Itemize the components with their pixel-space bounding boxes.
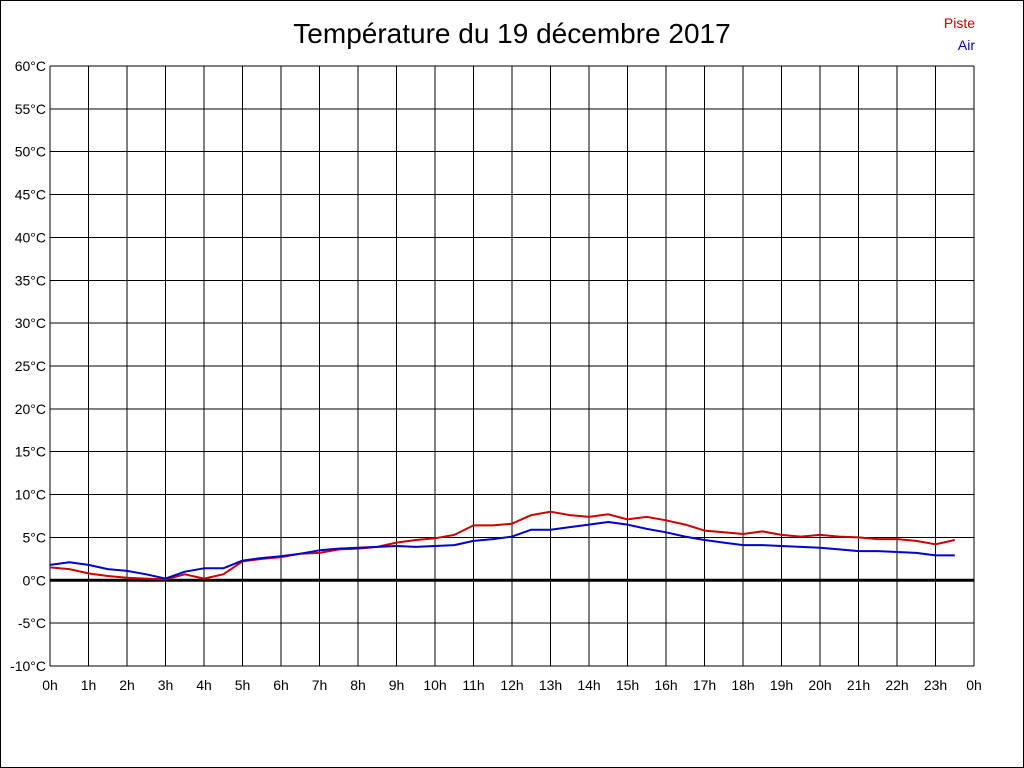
x-tick-label: 6h <box>273 677 289 693</box>
x-tick-label: 13h <box>539 677 562 693</box>
x-tick-label: 10h <box>423 677 446 693</box>
series-line-air <box>49 521 955 580</box>
x-tick-label: 0h <box>966 677 982 693</box>
y-tick-label: 15°C <box>15 444 46 460</box>
x-tick-label: 4h <box>196 677 212 693</box>
x-tick-label: 1h <box>81 677 97 693</box>
x-tick-label: 21h <box>847 677 870 693</box>
x-tick-label: 3h <box>158 677 174 693</box>
y-tick-label: 0°C <box>23 572 47 588</box>
chart-title: Température du 19 décembre 2017 <box>293 18 731 49</box>
y-tick-label: 20°C <box>15 401 46 417</box>
legend: Piste Air <box>944 12 975 56</box>
x-tick-label: 2h <box>119 677 135 693</box>
y-tick-label: 25°C <box>15 358 46 374</box>
y-tick-label: -10°C <box>10 658 46 674</box>
x-tick-label: 7h <box>312 677 328 693</box>
x-tick-label: 23h <box>924 677 947 693</box>
x-tick-label: 22h <box>885 677 908 693</box>
y-tick-label: 50°C <box>15 144 46 160</box>
x-tick-label: 11h <box>462 677 484 693</box>
x-tick-label: 19h <box>770 677 793 693</box>
series-line-piste <box>49 510 956 581</box>
x-tick-label: 8h <box>350 677 366 693</box>
y-tick-label: 5°C <box>23 529 47 545</box>
x-tick-label: 18h <box>731 677 754 693</box>
y-tick-label: 60°C <box>15 58 46 74</box>
y-tick-label: 35°C <box>15 272 46 288</box>
x-tick-label: 20h <box>808 677 831 693</box>
x-tick-label: 0h <box>42 677 58 693</box>
y-tick-label: 40°C <box>15 229 46 245</box>
legend-item-air: Air <box>957 37 975 53</box>
x-tick-label: 15h <box>616 677 639 693</box>
y-tick-label: -5°C <box>18 615 46 631</box>
y-tick-label: 10°C <box>15 487 46 503</box>
y-tick-label: 30°C <box>15 315 46 331</box>
x-tick-label: 14h <box>577 677 600 693</box>
x-tick-label: 12h <box>500 677 523 693</box>
x-tick-label: 17h <box>693 677 716 693</box>
y-tick-label: 55°C <box>15 101 46 117</box>
x-tick-label: 9h <box>389 677 405 693</box>
legend-item-piste: Piste <box>943 15 975 31</box>
y-tick-label: 45°C <box>15 187 46 203</box>
x-tick-label: 16h <box>654 677 677 693</box>
x-tick-label: 5h <box>235 677 251 693</box>
